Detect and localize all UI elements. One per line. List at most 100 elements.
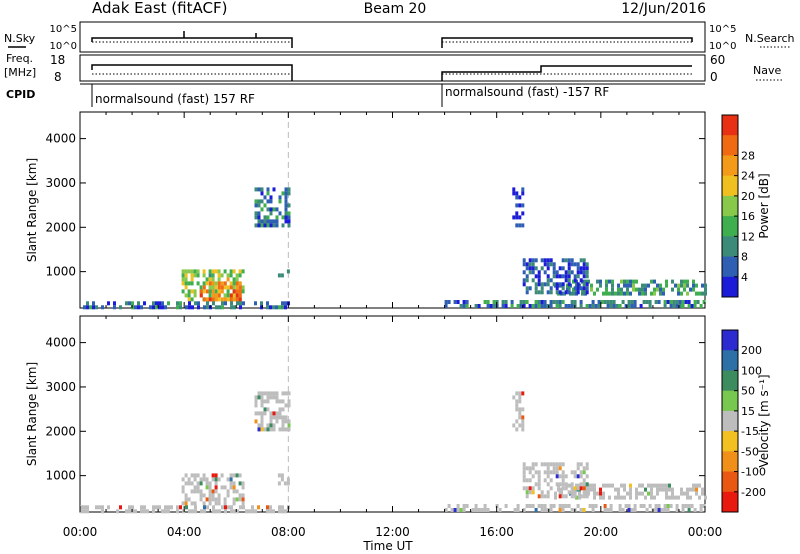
range-cell xyxy=(155,505,158,510)
nsky-trace-1 xyxy=(91,37,293,48)
range-cell xyxy=(582,290,586,295)
range-cell xyxy=(570,470,574,475)
range-cell xyxy=(555,462,559,467)
range-cell xyxy=(518,407,522,412)
range-cell xyxy=(512,215,516,220)
range-cell xyxy=(624,504,628,508)
range-cell xyxy=(221,305,224,310)
range-cell xyxy=(217,289,221,294)
range-cell xyxy=(528,266,532,271)
range-cell xyxy=(528,304,532,308)
range-cell xyxy=(585,482,589,487)
range-cell xyxy=(501,304,505,308)
range-cell xyxy=(549,304,553,308)
range-cell xyxy=(263,427,267,432)
range-cell xyxy=(579,304,583,308)
range-cell xyxy=(280,473,284,478)
range-cell xyxy=(693,304,697,308)
range-cell xyxy=(137,305,140,310)
range-cell xyxy=(687,508,691,512)
range-cell xyxy=(626,491,629,496)
range-cell xyxy=(570,508,574,512)
range-cell xyxy=(518,395,522,400)
range-cell xyxy=(241,501,245,506)
range-cell xyxy=(605,287,608,292)
range-cell xyxy=(208,293,212,298)
range-cell xyxy=(537,278,541,283)
range-cell xyxy=(647,283,650,288)
range-cell xyxy=(570,262,574,267)
colorbar-frame xyxy=(721,114,739,298)
range-cell xyxy=(193,473,197,478)
range-cell xyxy=(699,304,703,308)
range-cell xyxy=(641,291,644,296)
range-cell xyxy=(221,505,224,510)
range-cell xyxy=(621,300,625,304)
range-cell xyxy=(275,219,279,224)
range-cell xyxy=(242,505,245,510)
range-cell xyxy=(518,203,522,208)
range-cell xyxy=(220,485,224,490)
range-cell xyxy=(230,305,233,310)
range-cell xyxy=(525,494,529,499)
range-cell xyxy=(211,473,215,478)
range-cell xyxy=(683,283,686,288)
range-cell xyxy=(593,291,596,296)
range-cell xyxy=(149,305,152,310)
range-cell xyxy=(155,305,158,310)
range-cell xyxy=(599,491,602,496)
range-cell xyxy=(596,491,599,496)
range-cell xyxy=(278,411,282,416)
y-tick-label: 2000 xyxy=(45,424,76,438)
range-cell xyxy=(642,504,646,508)
range-cell xyxy=(579,266,583,271)
range-cell xyxy=(552,282,556,287)
range-cell xyxy=(232,289,236,294)
range-cell xyxy=(86,301,89,306)
range-cell xyxy=(555,286,559,291)
range-cell xyxy=(629,495,632,500)
range-cell xyxy=(561,508,565,512)
range-cell xyxy=(617,495,620,500)
range-cell xyxy=(281,415,285,420)
range-cell xyxy=(525,286,529,291)
range-cell xyxy=(269,427,273,432)
range-cell xyxy=(233,509,236,514)
range-cell xyxy=(515,215,519,220)
colorbar-tick-label: 100 xyxy=(741,364,762,377)
range-cell xyxy=(238,273,242,278)
range-cell xyxy=(272,395,276,400)
range-cell xyxy=(684,504,688,508)
range-cell xyxy=(585,462,589,467)
range-cell xyxy=(657,300,661,304)
range-cell xyxy=(214,473,218,478)
range-cell xyxy=(543,494,547,499)
range-cell xyxy=(671,491,674,496)
range-cell xyxy=(184,277,188,282)
range-cell xyxy=(558,494,562,499)
range-cell xyxy=(582,262,586,267)
range-cell xyxy=(582,466,586,471)
range-cell xyxy=(266,399,270,404)
range-cell xyxy=(202,285,206,290)
range-cell xyxy=(214,269,218,274)
colorbar-segment xyxy=(722,451,738,473)
range-cell xyxy=(564,278,568,283)
range-cell xyxy=(639,304,643,308)
range-cell xyxy=(235,289,239,294)
range-cell xyxy=(677,495,680,500)
range-cell xyxy=(579,470,583,475)
range-cell xyxy=(184,493,188,498)
range-cell xyxy=(687,504,691,508)
range-cell xyxy=(504,304,508,308)
range-cell xyxy=(238,493,242,498)
range-cell xyxy=(546,290,550,295)
range-cell xyxy=(176,505,179,510)
range-cell xyxy=(152,505,155,510)
range-cell xyxy=(566,287,569,292)
range-cell xyxy=(576,286,580,291)
range-cell xyxy=(184,293,188,298)
range-cell xyxy=(602,491,605,496)
range-cell xyxy=(552,470,556,475)
range-cell xyxy=(567,490,571,495)
